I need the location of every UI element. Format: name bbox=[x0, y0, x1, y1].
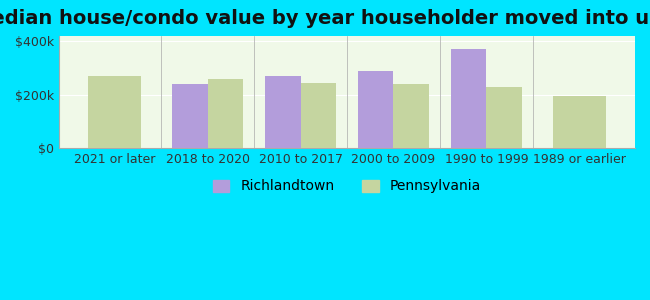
Bar bbox=[451, 49, 486, 148]
Bar bbox=[552, 96, 606, 148]
Bar bbox=[393, 85, 429, 148]
Bar bbox=[300, 82, 336, 148]
Bar bbox=[88, 76, 141, 148]
Bar bbox=[172, 84, 207, 148]
Bar bbox=[265, 76, 300, 148]
Text: Median house/condo value by year householder moved into unit: Median house/condo value by year househo… bbox=[0, 9, 650, 28]
Bar bbox=[486, 87, 522, 148]
Bar bbox=[207, 79, 243, 148]
Legend: Richlandtown, Pennsylvania: Richlandtown, Pennsylvania bbox=[207, 174, 487, 199]
Bar bbox=[358, 70, 393, 148]
